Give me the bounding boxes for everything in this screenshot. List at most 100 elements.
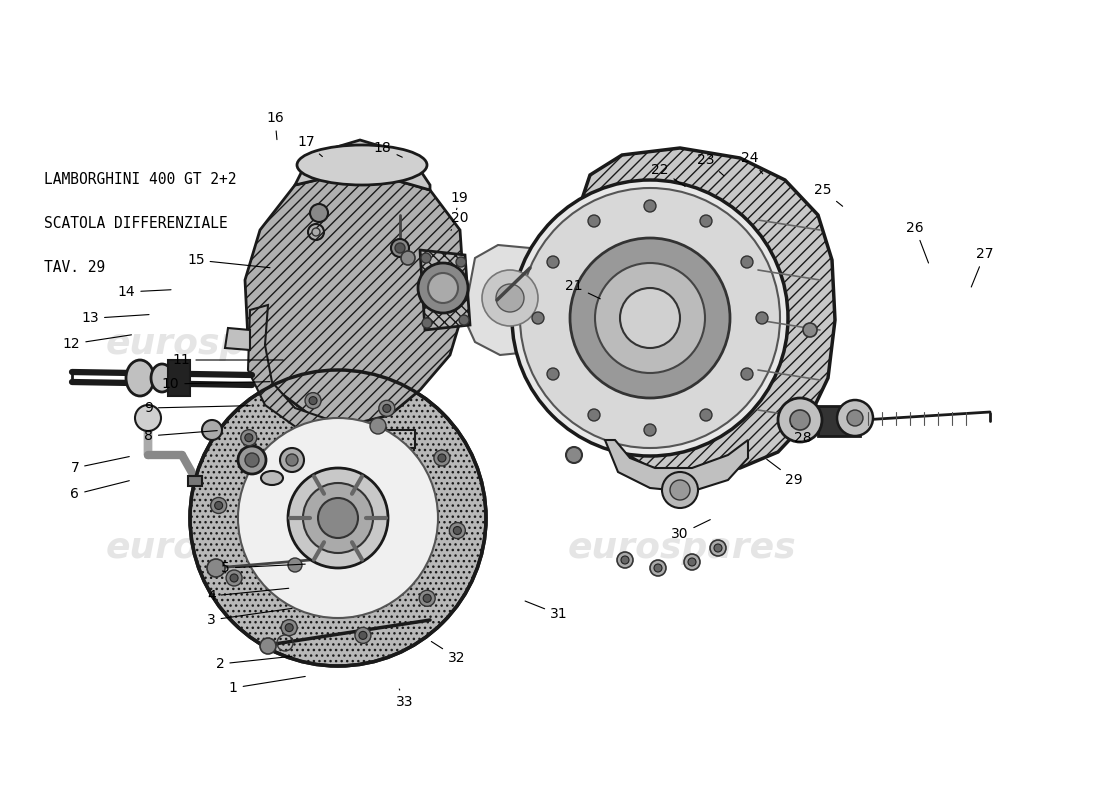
Circle shape	[286, 454, 298, 466]
Ellipse shape	[151, 364, 173, 392]
Circle shape	[355, 627, 371, 643]
Circle shape	[670, 480, 690, 500]
Circle shape	[395, 243, 405, 253]
Circle shape	[459, 315, 469, 325]
Circle shape	[424, 594, 431, 602]
Text: 28: 28	[792, 426, 812, 446]
Circle shape	[595, 263, 705, 373]
Circle shape	[644, 200, 656, 212]
Polygon shape	[310, 430, 415, 448]
Circle shape	[453, 526, 461, 534]
Text: 12: 12	[63, 335, 132, 351]
Circle shape	[756, 312, 768, 324]
Ellipse shape	[126, 360, 154, 396]
Text: 5: 5	[221, 561, 305, 575]
Circle shape	[288, 558, 302, 572]
Text: 6: 6	[70, 481, 130, 502]
Circle shape	[617, 552, 632, 568]
Polygon shape	[605, 440, 748, 492]
Circle shape	[202, 420, 222, 440]
Text: 4: 4	[207, 588, 288, 603]
Polygon shape	[465, 245, 552, 355]
Polygon shape	[248, 305, 360, 445]
Text: 2: 2	[216, 656, 292, 671]
Circle shape	[837, 400, 873, 436]
Circle shape	[482, 270, 538, 326]
Text: 25: 25	[814, 183, 843, 206]
Text: 32: 32	[431, 642, 465, 665]
Circle shape	[378, 400, 395, 416]
Text: 22: 22	[651, 162, 685, 186]
Circle shape	[700, 409, 712, 421]
Text: 30: 30	[671, 520, 711, 542]
Text: eurospares: eurospares	[568, 531, 796, 565]
Circle shape	[285, 624, 294, 632]
Circle shape	[359, 631, 367, 639]
Ellipse shape	[261, 471, 283, 485]
Circle shape	[714, 544, 722, 552]
Circle shape	[644, 424, 656, 436]
Text: SCATOLA DIFFERENZIALE: SCATOLA DIFFERENZIALE	[44, 216, 228, 231]
Bar	[168, 360, 190, 396]
Circle shape	[654, 564, 662, 572]
Circle shape	[547, 256, 559, 268]
Text: 20: 20	[451, 210, 469, 230]
Text: 9: 9	[144, 401, 250, 415]
Circle shape	[318, 498, 358, 538]
Polygon shape	[226, 328, 250, 350]
Circle shape	[214, 502, 222, 510]
Polygon shape	[568, 148, 835, 475]
Circle shape	[282, 620, 297, 636]
Circle shape	[135, 405, 161, 431]
Circle shape	[620, 288, 680, 348]
Circle shape	[238, 446, 266, 474]
Text: 17: 17	[297, 135, 322, 157]
Text: 10: 10	[162, 377, 270, 391]
Circle shape	[438, 454, 446, 462]
Circle shape	[456, 257, 466, 267]
Circle shape	[449, 522, 465, 538]
Text: 8: 8	[144, 429, 217, 443]
Text: eurospares: eurospares	[106, 327, 334, 361]
Text: 15: 15	[187, 253, 270, 268]
Text: 21: 21	[565, 279, 601, 299]
Circle shape	[280, 448, 304, 472]
Circle shape	[662, 472, 698, 508]
Text: LAMBORGHINI 400 GT 2+2: LAMBORGHINI 400 GT 2+2	[44, 172, 236, 187]
Circle shape	[532, 312, 544, 324]
Text: TAV. 29: TAV. 29	[44, 260, 106, 275]
Circle shape	[588, 409, 600, 421]
Circle shape	[227, 570, 242, 586]
Circle shape	[390, 239, 409, 257]
Circle shape	[741, 256, 754, 268]
Circle shape	[312, 228, 320, 236]
Circle shape	[512, 180, 788, 456]
Circle shape	[741, 368, 754, 380]
Circle shape	[238, 418, 438, 618]
Text: 7: 7	[70, 457, 130, 475]
Circle shape	[245, 453, 258, 467]
Text: eurospares: eurospares	[106, 531, 334, 565]
Circle shape	[847, 410, 864, 426]
Circle shape	[305, 393, 321, 409]
Text: 13: 13	[81, 311, 148, 326]
Text: 19: 19	[451, 191, 469, 210]
Circle shape	[778, 398, 822, 442]
Circle shape	[302, 483, 373, 553]
Circle shape	[650, 560, 666, 576]
Text: 24: 24	[741, 151, 762, 174]
Circle shape	[547, 368, 559, 380]
Text: 11: 11	[173, 353, 283, 367]
Text: 23: 23	[697, 153, 724, 176]
Polygon shape	[295, 140, 430, 190]
Circle shape	[433, 450, 450, 466]
Circle shape	[688, 558, 696, 566]
Text: 1: 1	[229, 677, 306, 695]
Circle shape	[190, 370, 486, 666]
Circle shape	[790, 410, 810, 430]
Text: 27: 27	[971, 247, 993, 287]
Bar	[188, 476, 202, 486]
Circle shape	[211, 498, 227, 514]
Circle shape	[260, 638, 276, 654]
Text: 14: 14	[118, 285, 170, 299]
